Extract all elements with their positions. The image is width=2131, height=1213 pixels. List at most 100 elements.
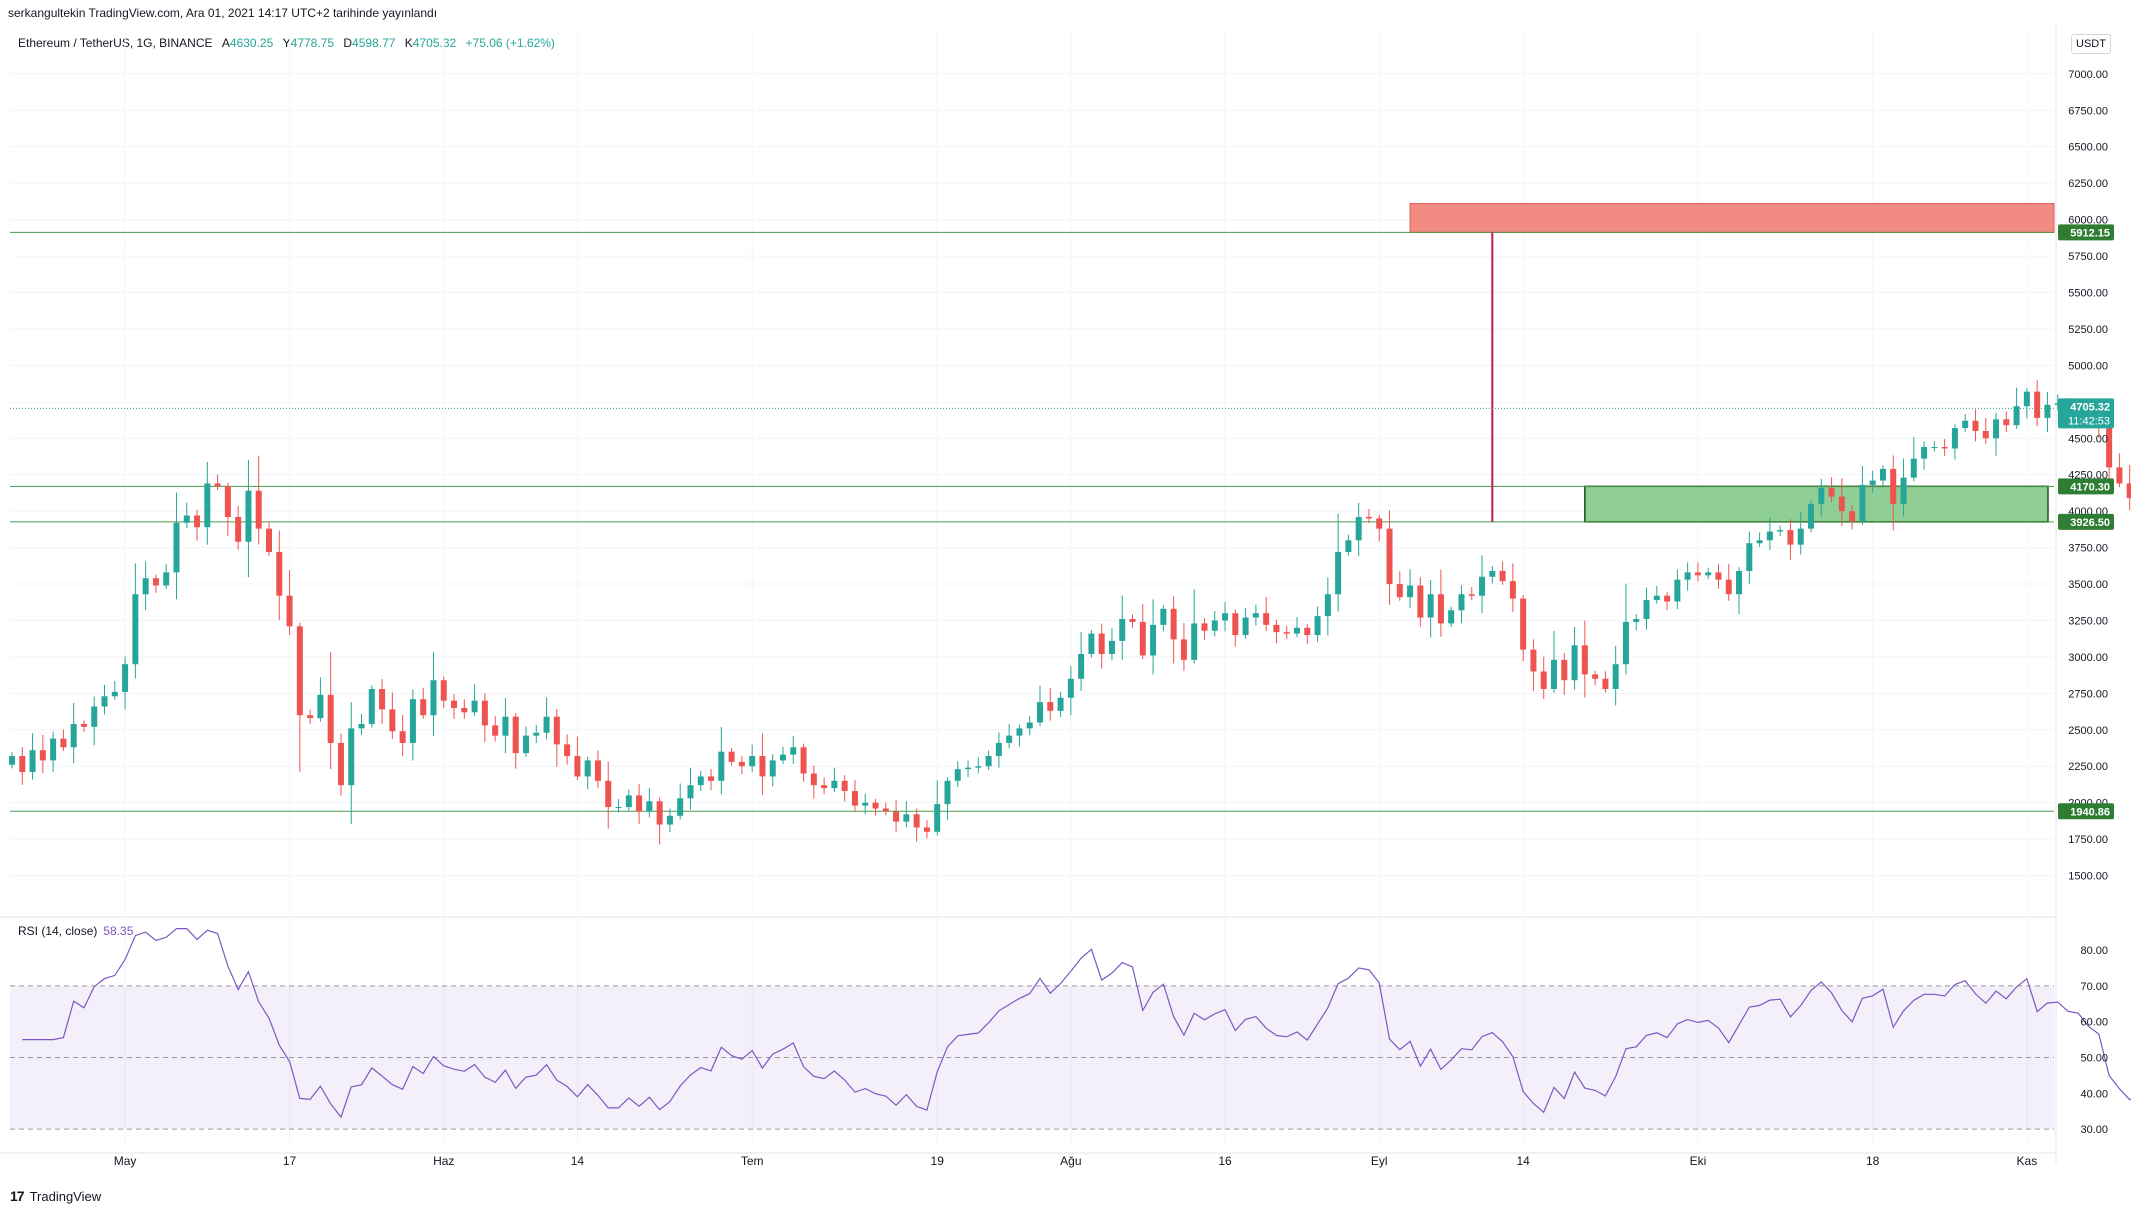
candle-body xyxy=(1561,659,1568,681)
candle-body xyxy=(697,776,704,786)
candle-body xyxy=(975,766,982,768)
candle-body xyxy=(1520,598,1527,650)
candle-body xyxy=(923,827,930,832)
candle-body xyxy=(502,716,509,736)
candle-body xyxy=(1222,613,1229,621)
candle-body xyxy=(296,626,303,716)
candle-body xyxy=(615,807,622,809)
time-tick-label: 17 xyxy=(283,1154,297,1168)
candle-body xyxy=(913,814,920,828)
candle-body xyxy=(1345,540,1352,552)
candle-body xyxy=(368,688,375,724)
candle-body xyxy=(564,744,571,757)
level-price-badge xyxy=(2058,478,2114,495)
level-price-label: 5912.15 xyxy=(2070,227,2110,239)
candle-body xyxy=(1160,608,1167,625)
candle-body xyxy=(1088,633,1095,654)
close-label: K xyxy=(404,36,413,50)
candle-body xyxy=(1746,543,1753,571)
candle-body xyxy=(2034,391,2041,418)
price-tick-label: 3500.00 xyxy=(2068,579,2108,591)
candle-body xyxy=(60,738,67,748)
price-tick-label: 6000.00 xyxy=(2068,215,2108,227)
time-tick-label: 14 xyxy=(1516,1154,1530,1168)
time-tick-label: Ağu xyxy=(1060,1154,1081,1168)
candle-body xyxy=(1797,528,1804,545)
candle-body xyxy=(841,780,848,792)
level-price-label: 1940.86 xyxy=(2070,806,2110,818)
footer-brand[interactable]: TradingView xyxy=(29,1188,102,1204)
candle-body xyxy=(1437,594,1444,624)
candle-body xyxy=(1951,428,1958,449)
candle-body xyxy=(1232,613,1239,636)
time-tick-label: 16 xyxy=(1218,1154,1232,1168)
candle-body xyxy=(1016,728,1023,736)
candle-body xyxy=(1602,678,1609,689)
candle-body xyxy=(2003,419,2010,426)
candle-body xyxy=(471,700,478,713)
candle-body xyxy=(523,735,529,754)
candle-body xyxy=(1067,678,1074,698)
candle-body xyxy=(122,664,129,692)
candle-body xyxy=(1581,645,1588,675)
candle-body xyxy=(1664,595,1671,602)
candle-body xyxy=(235,516,242,542)
rsi-line xyxy=(22,927,2131,1119)
candle-body xyxy=(1242,617,1249,636)
candle-body xyxy=(1849,511,1856,522)
candle-body xyxy=(780,754,786,761)
candle-body xyxy=(1653,595,1660,601)
candle-body xyxy=(882,808,889,812)
published-info: serkangultekin TradingView.com, Ara 01, … xyxy=(8,6,438,20)
rsi-tick-label: 50.00 xyxy=(2080,1052,2108,1064)
candle-body xyxy=(358,723,365,729)
price-tick-label: 1750.00 xyxy=(2068,834,2108,846)
rsi-tick-label: 80.00 xyxy=(2080,945,2108,957)
level-price-label: 4170.30 xyxy=(2070,481,2110,493)
symbol-label[interactable]: Ethereum / TetherUS, 1G, BINANCE xyxy=(18,36,213,50)
candle-body xyxy=(512,716,519,754)
level-price-badge xyxy=(2058,224,2114,241)
candle-body xyxy=(1458,594,1465,611)
candle-body xyxy=(605,780,612,808)
candle-body xyxy=(2044,404,2051,418)
candle-body xyxy=(1808,503,1814,529)
candle-body xyxy=(1551,659,1557,689)
price-tick-label: 5750.00 xyxy=(2068,251,2108,263)
candle-body xyxy=(1777,530,1784,532)
candle-body xyxy=(132,594,139,665)
candle-body xyxy=(1355,516,1362,541)
candle-body xyxy=(80,723,87,727)
candle-body xyxy=(1993,419,2000,439)
candle-body xyxy=(749,756,756,767)
candle-body xyxy=(214,483,221,487)
candle-body xyxy=(543,716,550,733)
time-tick-label: May xyxy=(114,1154,137,1168)
candle-body xyxy=(1838,496,1845,512)
candle-body xyxy=(50,738,57,761)
tradingview-logo-icon[interactable]: 17 xyxy=(10,1188,25,1204)
price-tick-label: 4500.00 xyxy=(2068,433,2108,445)
candle-body xyxy=(1252,613,1259,618)
candle-body xyxy=(1756,540,1763,544)
change-value: +75.06 (+1.62%) xyxy=(465,36,555,50)
high-label: Y xyxy=(282,36,291,50)
candle-body xyxy=(492,725,499,736)
price-tick-label: 2500.00 xyxy=(2068,725,2108,737)
candle-body xyxy=(1612,664,1619,689)
time-tick-label: Tem xyxy=(741,1154,764,1168)
candle-body xyxy=(1509,581,1516,599)
candle-body xyxy=(1674,579,1681,602)
time-tick-label: Kas xyxy=(2017,1154,2038,1168)
level-price-label: 3926.50 xyxy=(2070,517,2110,529)
candle-body xyxy=(1725,579,1732,595)
candle-body xyxy=(1489,570,1496,577)
candle-body xyxy=(1736,570,1743,595)
candle-body xyxy=(451,700,458,708)
candle-body xyxy=(194,515,201,528)
currency-badge[interactable]: USDT xyxy=(2071,34,2111,54)
candle-body xyxy=(173,522,180,573)
candle-body xyxy=(1057,697,1064,711)
candle-body xyxy=(1448,610,1455,624)
